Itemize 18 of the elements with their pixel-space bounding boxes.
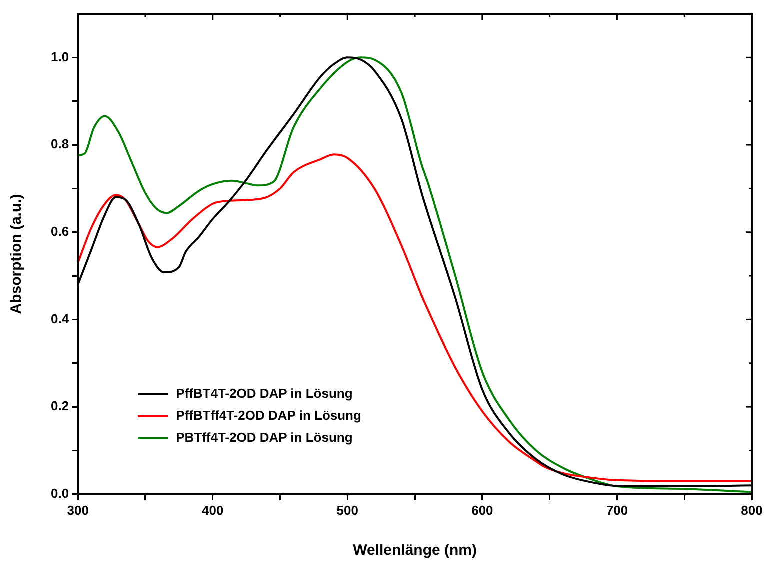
x-axis-title: Wellenlänge (nm)	[353, 542, 477, 560]
legend-label: PffBT4T-2OD DAP in Lösung	[176, 386, 353, 401]
y-tick-label: 0.0	[50, 486, 70, 501]
y-tick-label: 0.8	[50, 136, 70, 152]
y-tick-label: 0.6	[50, 224, 70, 239]
x-tick-label: 600	[472, 502, 494, 518]
x-tick-label: 400	[202, 502, 224, 518]
line-series	[78, 154, 752, 482]
y-tick-label: 0.4	[50, 311, 70, 326]
legend-label: PffBTff4T-2OD DAP in Lösung	[176, 408, 362, 423]
y-axis-title: Absorption (a.u.)	[8, 194, 26, 314]
y-tick-label: 0.2	[50, 398, 70, 414]
legend-label: PBTff4T-2OD DAP in Lösung	[176, 430, 353, 445]
x-tick-label: 500	[336, 502, 358, 518]
x-tick-label: 800	[741, 502, 763, 518]
y-tick-label: 1.0	[50, 49, 70, 64]
x-tick-label: 700	[606, 502, 628, 518]
x-tick-label: 300	[67, 502, 89, 518]
